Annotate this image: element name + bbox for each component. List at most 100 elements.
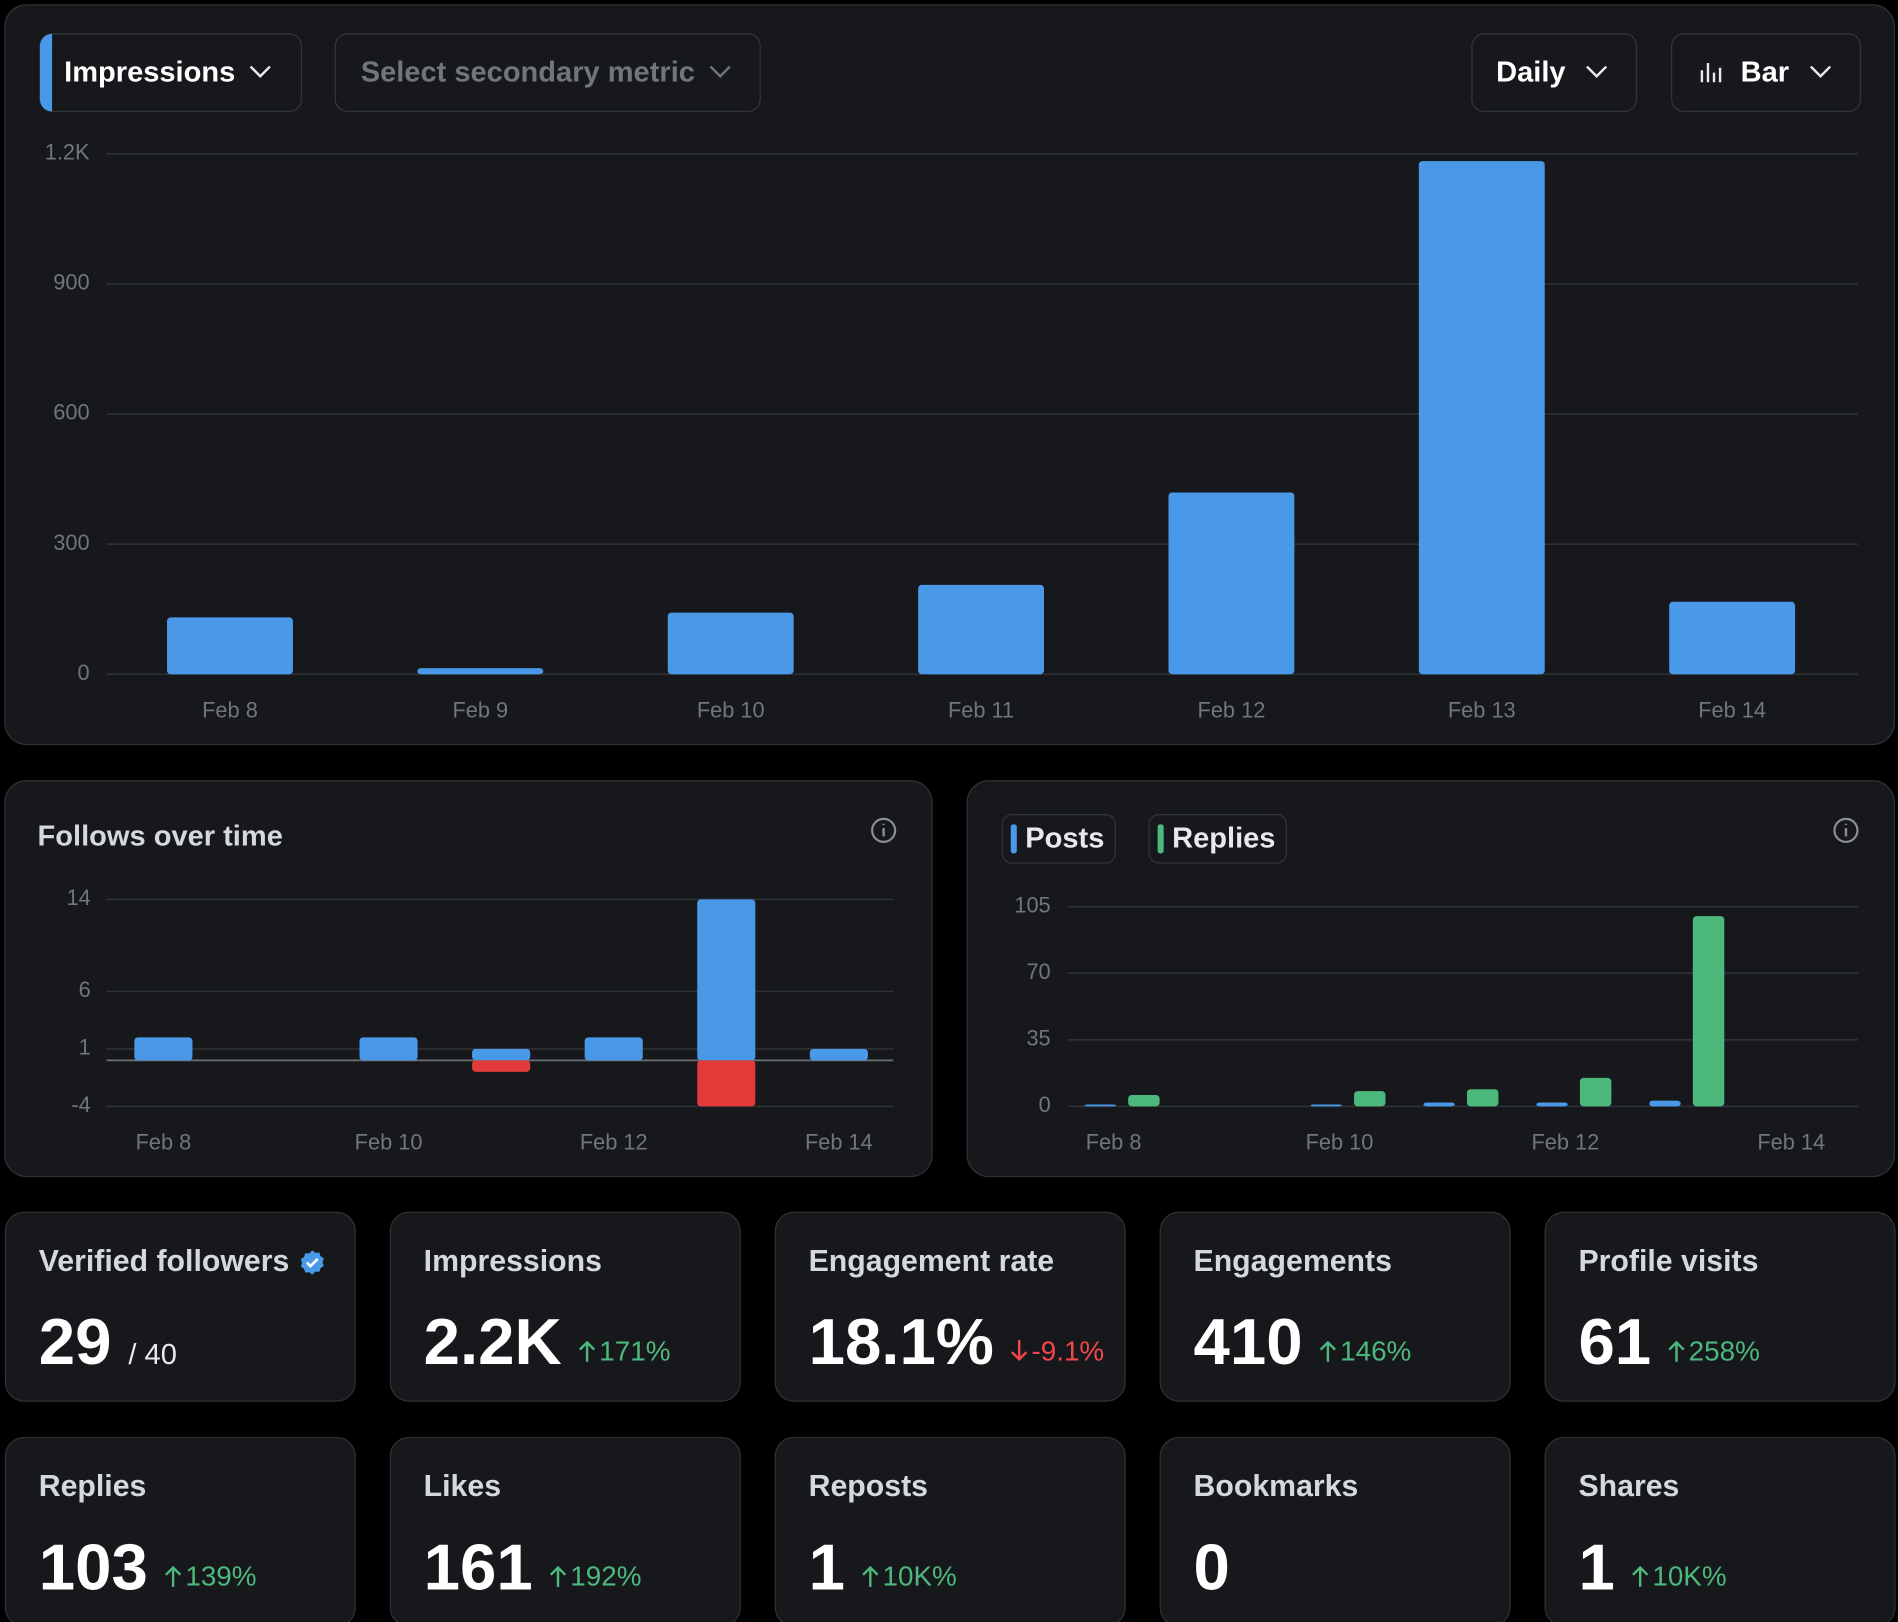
stat-row: 410 146% — [1194, 1305, 1412, 1380]
stat-row: 18.1% -9.1% — [809, 1305, 1105, 1380]
bar — [1310, 1104, 1342, 1107]
stat-value: 61 — [1578, 1306, 1652, 1379]
bar — [359, 1037, 418, 1061]
stat-change-text: 171% — [599, 1334, 671, 1367]
stat-label-text: Replies — [38, 1469, 147, 1504]
y-tick-label: 6 — [79, 977, 91, 1002]
legend-label: Posts — [1025, 823, 1104, 855]
stat-row: 1 10K% — [809, 1530, 957, 1605]
stat-label-text: Verified followers — [38, 1244, 290, 1279]
stat-row: 161 192% — [424, 1530, 642, 1605]
bar — [1128, 1094, 1160, 1107]
y-tick-label: 0 — [77, 660, 89, 685]
stat-value: 0 — [1193, 1531, 1230, 1604]
interval-dropdown[interactable]: Daily — [1471, 33, 1638, 112]
stat-value: 161 — [423, 1531, 533, 1604]
stat-card: Profile visits 61 258% — [1544, 1211, 1896, 1402]
stat-change: 10K% — [862, 1560, 957, 1593]
trend-arrow — [165, 1565, 182, 1587]
y-tick-label: 0 — [1039, 1092, 1051, 1117]
legend-item[interactable]: Replies — [1148, 814, 1287, 864]
y-tick-label: 300 — [53, 530, 89, 555]
chevron — [709, 65, 731, 78]
stat-change: -9.1% — [1011, 1335, 1104, 1368]
stat-card: Engagement rate 18.1% -9.1% — [774, 1211, 1126, 1402]
stat-card: Replies 103 139% — [4, 1436, 356, 1622]
chevron — [1809, 65, 1832, 78]
dropdown-frame — [1671, 33, 1862, 112]
y-tick-label: 14 — [67, 885, 91, 910]
stat-label-text: Profile visits — [1578, 1244, 1759, 1279]
stat-card: Impressions 2.2K 171% — [389, 1211, 741, 1402]
stat-label-text: Engagement rate — [808, 1244, 1055, 1279]
stat-row: 2.2K 171% — [424, 1305, 671, 1380]
bar — [1354, 1091, 1386, 1107]
y-tick-label: 900 — [53, 270, 89, 295]
x-tick-label: Feb 8 — [202, 698, 258, 723]
stat-change: 171% — [579, 1334, 671, 1368]
trend-arrow — [1668, 1340, 1685, 1362]
x-tick-label: Feb 12 — [580, 1130, 648, 1155]
bar — [697, 1060, 756, 1107]
x-tick-label: Feb 14 — [1757, 1130, 1825, 1155]
legend-item[interactable]: Posts — [1001, 814, 1116, 864]
stat-change-text: 192% — [570, 1559, 642, 1592]
bar — [918, 584, 1045, 675]
y-tick-label: -4 — [71, 1092, 90, 1117]
primary-dropdown[interactable]: Impressions — [39, 33, 303, 112]
bar — [134, 1037, 193, 1061]
stat-label: Impressions — [424, 1244, 602, 1279]
stat-change-text: 139% — [185, 1559, 257, 1592]
dropdown-label: Daily — [1496, 57, 1565, 89]
stat-row: 103 139% — [39, 1530, 257, 1605]
stat-value: 1 — [808, 1531, 845, 1604]
bar — [697, 899, 756, 1061]
stat-change: 146% — [1319, 1335, 1411, 1368]
stat-card: Bookmarks 0 — [1159, 1436, 1511, 1622]
bar — [1692, 916, 1725, 1107]
stat-total: / 40 — [128, 1338, 177, 1372]
stat-label: Bookmarks — [1194, 1469, 1359, 1504]
info-icon[interactable] — [871, 817, 897, 843]
stat-row: 0 — [1194, 1530, 1230, 1605]
posts-panel — [966, 780, 1895, 1178]
bar — [584, 1037, 643, 1061]
dropdown-label: Impressions — [64, 57, 235, 89]
stat-label: Verified followers — [39, 1244, 326, 1279]
stat-card: Verified followers 29 / 40 — [4, 1211, 356, 1402]
chevron — [249, 65, 271, 78]
stat-value: 103 — [38, 1531, 148, 1604]
info-icon[interactable] — [1833, 817, 1859, 843]
stat-label-text: Likes — [423, 1469, 502, 1504]
trend-arrow — [550, 1565, 567, 1587]
bar — [1669, 601, 1796, 675]
trend-arrow — [1632, 1565, 1649, 1587]
bar — [809, 1048, 868, 1061]
secondary-dropdown[interactable]: Select secondary metric — [334, 33, 761, 112]
bar — [417, 668, 544, 675]
stat-card: Reposts 1 10K% — [774, 1436, 1126, 1622]
x-tick-label: Feb 12 — [1198, 698, 1266, 723]
stat-change-text: -9.1% — [1031, 1334, 1105, 1367]
y-tick-label: 600 — [53, 400, 89, 425]
x-tick-label: Feb 13 — [1448, 698, 1516, 723]
stat-label-text: Shares — [1578, 1469, 1680, 1504]
bar — [472, 1048, 531, 1061]
chart-title: Follows over time — [38, 820, 283, 852]
stat-change: 192% — [550, 1559, 642, 1593]
x-tick-label: Feb 14 — [805, 1130, 873, 1155]
legend-frame — [1001, 814, 1116, 864]
stat-label: Engagements — [1194, 1244, 1392, 1279]
legend-swatch — [1010, 824, 1017, 854]
stat-value: 18.1% — [808, 1306, 994, 1379]
stat-change-text: 258% — [1688, 1334, 1760, 1367]
dropdown-label: Bar — [1741, 57, 1789, 89]
stat-label: Shares — [1578, 1469, 1679, 1504]
x-tick-label: Feb 11 — [948, 698, 1014, 723]
y-tick-label: 1.2K — [45, 139, 90, 164]
info-circle — [1833, 817, 1859, 843]
x-tick-label: Feb 12 — [1531, 1130, 1599, 1155]
style-dropdown[interactable]: Bar — [1671, 33, 1862, 112]
